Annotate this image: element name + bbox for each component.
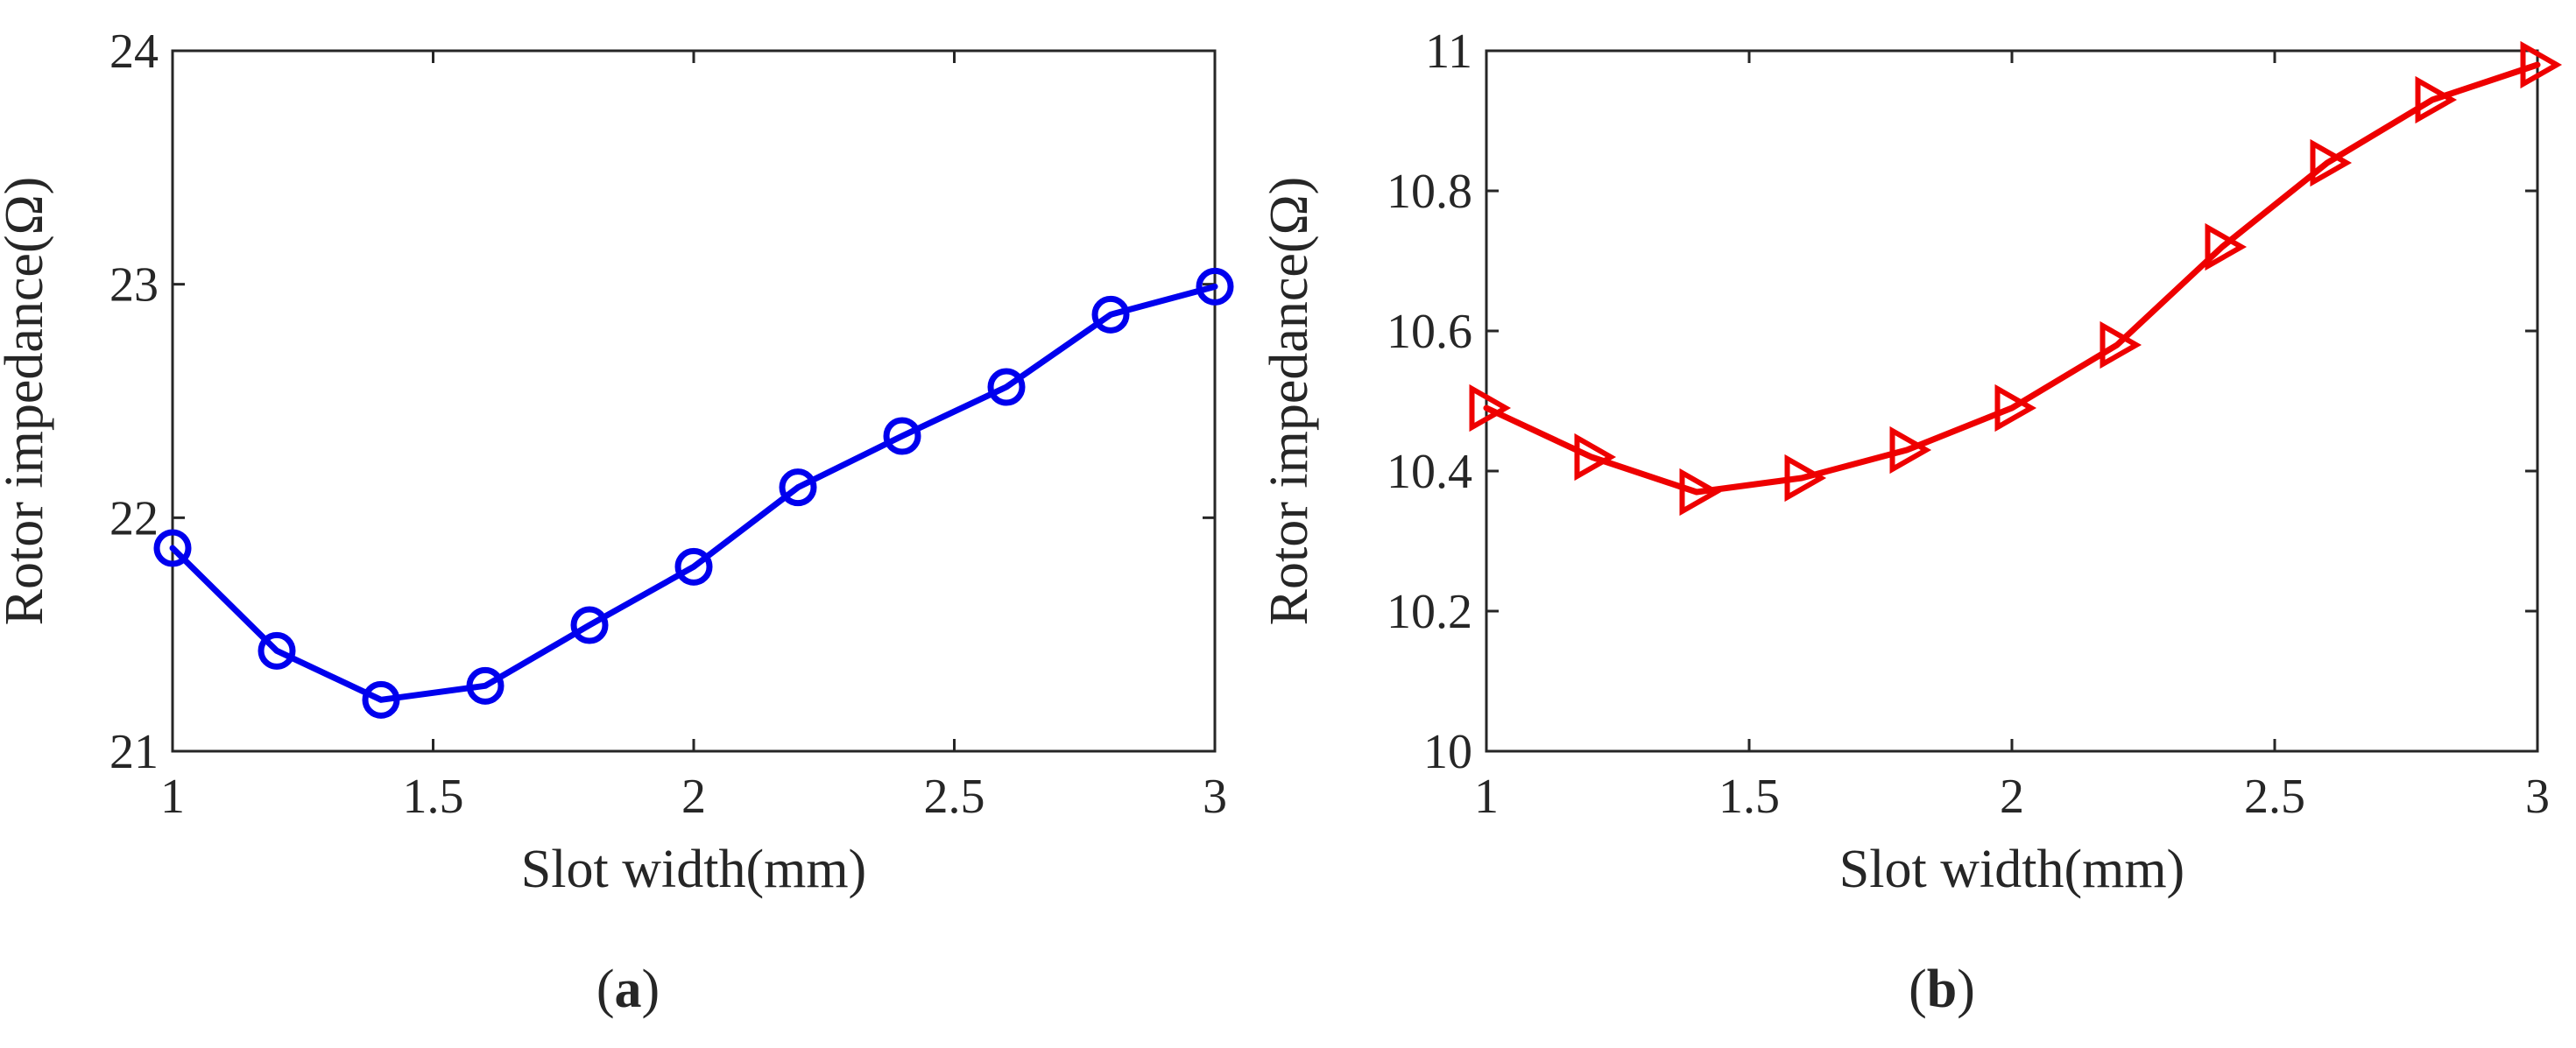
y-tick-label: 22 (109, 491, 159, 545)
y-tick-label: 10.8 (1387, 165, 1472, 219)
data-point-marker (1889, 426, 1932, 475)
data-point-marker (153, 529, 192, 567)
chart-panel-b: 1 1.5 2 2.5 3 10 10.2 10.4 10.6 10.8 11 Slot width(… (1260, 25, 2563, 1019)
series-line (1483, 61, 2541, 496)
data-point-marker (2415, 75, 2458, 124)
data-point-marker (1196, 267, 1234, 306)
plot-area (171, 49, 1217, 753)
y-tick-label: 10.6 (1387, 305, 1472, 359)
x-tick-label: 1 (160, 770, 185, 824)
panel-label: (a) (596, 960, 660, 1019)
data-point-marker (1469, 383, 1512, 433)
x-axis-label: Slot width(mm) (521, 840, 866, 899)
x-tick-label: 2 (2000, 770, 2024, 824)
chart-panel-a: 1 1.5 2 2.5 3 21 22 23 24 Slot width(mm) Rotor imp… (0, 25, 1234, 1019)
x-tick-label: 2.5 (2244, 770, 2305, 824)
data-point-marker (1091, 295, 1130, 334)
x-tick-label: 1 (1474, 770, 1499, 824)
x-tick-label: 3 (2525, 770, 2550, 824)
x-tick-label: 1.5 (1719, 770, 1780, 824)
data-point-marker (1994, 383, 2037, 433)
y-tick-label: 10.2 (1387, 585, 1472, 639)
y-tick-label: 24 (109, 25, 159, 79)
x-tick-label: 3 (1203, 770, 1227, 824)
plot-area (1485, 49, 2539, 753)
data-point-marker (2310, 138, 2353, 187)
data-point-marker (987, 368, 1026, 406)
data-point-marker (1679, 468, 1722, 517)
data-point-marker (362, 680, 400, 719)
data-point-marker (779, 468, 817, 507)
data-point-marker (570, 606, 609, 644)
panel-label: (b) (1909, 960, 1975, 1019)
y-tick-label: 11 (1425, 25, 1472, 79)
series-line (169, 283, 1218, 703)
x-tick-label: 1.5 (403, 770, 464, 824)
data-point-marker (466, 666, 505, 705)
y-tick-label: 21 (109, 725, 159, 779)
x-axis-label: Slot width(mm) (1839, 840, 2184, 899)
data-point-marker (883, 417, 921, 455)
data-point-marker (2205, 222, 2248, 271)
y-tick-label: 10 (1423, 725, 1472, 779)
data-point-marker (674, 547, 713, 586)
y-tick-label: 10.4 (1387, 445, 1472, 499)
x-tick-label: 2 (681, 770, 706, 824)
y-tick-label: 23 (109, 258, 159, 313)
data-point-marker (2520, 40, 2563, 89)
y-axis-label: Rotor impedance(Ω) (0, 177, 54, 626)
data-point-marker (1784, 454, 1827, 503)
data-point-marker (2100, 320, 2142, 369)
y-axis-label: Rotor impedance(Ω) (1260, 177, 1319, 626)
data-point-marker (1574, 433, 1617, 482)
x-tick-label: 2.5 (924, 770, 985, 824)
data-point-marker (258, 631, 296, 670)
